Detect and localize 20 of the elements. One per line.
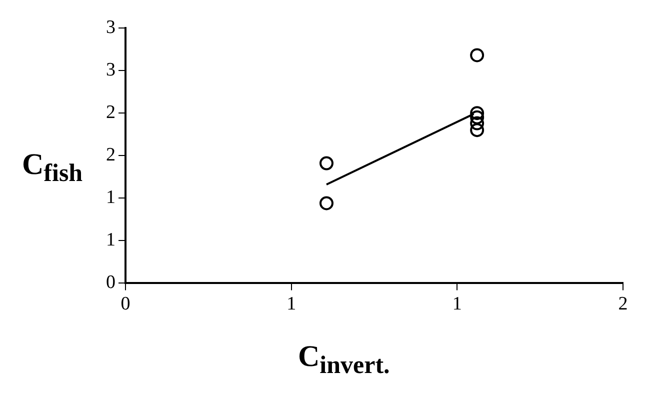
point (470, 110, 484, 124)
point (470, 106, 484, 120)
x-tick-label: 1 (452, 294, 462, 315)
y-tick-label: 0 (106, 272, 116, 294)
point (470, 48, 484, 62)
x-tick-label: 1 (286, 294, 296, 315)
y-tick-label: 2 (106, 144, 116, 166)
point (470, 123, 484, 138)
point (470, 116, 484, 130)
y-axis-title: C$_{fish}$ (22, 148, 83, 188)
point (319, 156, 334, 170)
y-tick-label: 1 (106, 230, 116, 251)
y-tick-label: 3 (106, 16, 116, 38)
x-tick-label: 0 (120, 294, 130, 315)
x-tick-label: 2 (618, 294, 628, 315)
y-tick-label: 1 (106, 187, 116, 208)
x-axis-title: C$_{invert.}$ (298, 340, 390, 380)
y-tick-label: 3 (106, 60, 116, 81)
point (319, 196, 334, 210)
y-tick-label: 2 (106, 102, 116, 124)
